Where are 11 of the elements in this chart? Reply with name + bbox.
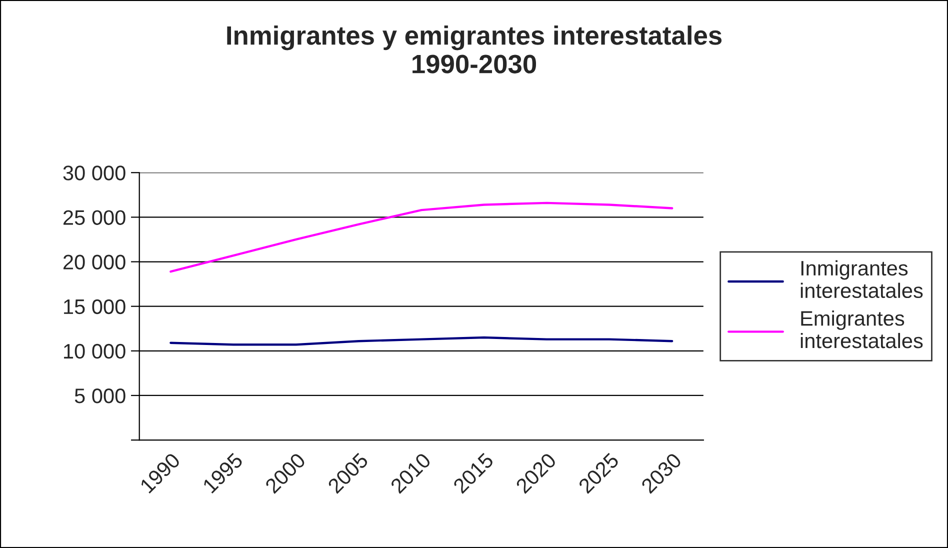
y-tick-label: 30 000 [63, 166, 126, 180]
y-tick-label: 15 000 [64, 299, 126, 314]
y-tick-label: 20 000 [63, 254, 126, 270]
legend-label: Emigrantes interestatales [800, 310, 923, 348]
legend-label: Inmigrantes interestatales [800, 260, 923, 298]
y-tick-label: 25 000 [63, 210, 126, 225]
line-series [170, 202, 674, 273]
line-series [170, 336, 674, 346]
chart-title: Inmigrantes y emigrantes interestatales 1990-2030 [227, 25, 722, 74]
y-tick-label: 5 000 [74, 388, 126, 404]
y-tick-label: 10 000 [64, 344, 126, 359]
